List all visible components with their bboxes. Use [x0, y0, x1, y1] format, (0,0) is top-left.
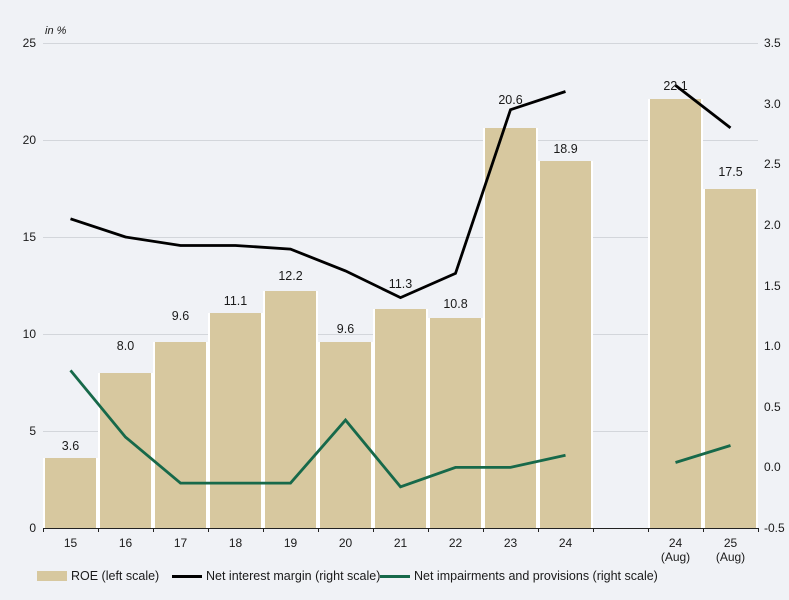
bar-value-label: 10.8	[443, 297, 468, 312]
legend-item-net-impairments: Net impairments and provisions (right sc…	[380, 567, 658, 585]
y-axis-left-label: 0	[29, 521, 36, 535]
x-axis-label-line: (Aug)	[660, 550, 691, 564]
roe-bar	[428, 318, 483, 528]
y-axis-right-label: 1.5	[764, 278, 781, 293]
plot-area: 3.6 8.0 9.6 11.1 12.2 9.6 11.3 10.8 20.6 18.9 22.1…	[43, 42, 759, 532]
bar-value-label: 11.3	[388, 276, 413, 291]
roe-bar	[373, 308, 428, 528]
bar-value-label: 17.5	[718, 164, 743, 179]
y-axis-right-label: 3.0	[764, 96, 781, 111]
x-axis-label: 19	[283, 536, 298, 550]
y-axis-right-label: -0.5	[764, 521, 785, 535]
y-axis-right-label: 2.0	[764, 217, 781, 232]
y-axis-right-label: 3.5	[764, 36, 781, 50]
x-axis-label-line: 24	[668, 536, 683, 550]
x-axis-line	[43, 528, 758, 529]
x-axis-tick	[373, 528, 374, 532]
legend-label-roe: ROE (left scale)	[71, 569, 160, 583]
gridline	[43, 236, 758, 238]
y-axis-right-label: 0.5	[764, 399, 781, 414]
x-axis-tick	[98, 528, 99, 532]
net-interest-margin-line	[70, 90, 566, 300]
x-axis-label: 25 (Aug)	[704, 536, 758, 564]
x-axis-tick	[208, 528, 209, 532]
y-axis-left-label: 5	[29, 424, 36, 438]
gridline	[43, 139, 758, 141]
bar-value-label: 9.6	[171, 308, 190, 323]
x-axis-tick	[648, 528, 649, 532]
roe-bar	[98, 372, 153, 528]
x-axis-label: 21	[393, 536, 408, 550]
roe-bar-swatch	[37, 571, 67, 581]
line-series-svg	[69, 84, 732, 489]
gridline	[43, 42, 758, 44]
x-axis-label: 22	[448, 536, 463, 550]
x-axis-tick	[263, 528, 264, 532]
bar-value-label: 20.6	[498, 93, 523, 108]
x-axis-label: 20	[338, 536, 353, 550]
net-interest-margin-line	[674, 84, 732, 130]
bar-value-label: 9.6	[336, 321, 355, 336]
roe-bar	[263, 291, 318, 528]
x-axis-tick	[318, 528, 319, 532]
bar-value-label: 18.9	[553, 142, 578, 157]
legend-label-net-interest-margin: Net interest margin (right scale)	[206, 569, 381, 583]
bar-value-label: 12.2	[278, 269, 303, 284]
x-axis-tick	[538, 528, 539, 532]
unit-label: in %	[45, 25, 67, 37]
bar-value-label: 3.6	[61, 439, 80, 454]
roe-bar	[703, 188, 758, 528]
x-axis-tick	[758, 528, 759, 532]
y-axis-right-label: 2.5	[764, 157, 781, 172]
x-axis-tick	[153, 528, 154, 532]
x-axis-tick	[428, 528, 429, 532]
y-axis-right-label: 0.0	[764, 460, 781, 475]
bar-value-label: 11.1	[223, 293, 248, 308]
x-axis-label: 24	[558, 536, 573, 550]
legend-item-roe: ROE (left scale)	[37, 567, 159, 585]
x-axis-label: 16	[118, 536, 133, 550]
x-axis-tick	[593, 528, 594, 532]
x-axis-label: 23	[503, 536, 518, 550]
roe-bar	[43, 458, 98, 528]
x-axis-label-line: (Aug)	[715, 550, 746, 564]
roe-bar	[208, 312, 263, 528]
x-axis-label: 24 (Aug)	[649, 536, 703, 564]
roe-bar	[318, 341, 373, 528]
legend-item-net-interest-margin: Net interest margin (right scale)	[172, 567, 380, 585]
net-impairments-line	[675, 444, 731, 464]
legend: ROE (left scale) Net interest margin (ri…	[0, 567, 789, 587]
y-axis-left-label: 10	[22, 327, 36, 341]
y-axis-right-label: 1.0	[764, 339, 781, 354]
x-axis-tick	[43, 528, 44, 532]
net-interest-margin-line-swatch	[172, 574, 202, 578]
x-axis-label: 15	[63, 536, 78, 550]
x-axis-label: 17	[173, 536, 188, 550]
bar-value-label: 8.0	[116, 338, 135, 353]
x-axis-label-line: 25	[723, 536, 738, 550]
x-axis-tick	[703, 528, 704, 532]
y-axis-left-label: 25	[22, 36, 36, 50]
x-axis-tick	[483, 528, 484, 532]
roe-bar	[538, 161, 593, 528]
net-impairments-line	[69, 369, 566, 489]
roe-bar	[483, 128, 538, 528]
x-axis-label: 18	[228, 536, 243, 550]
net-impairments-line-swatch	[380, 574, 410, 578]
roe-bar	[153, 341, 208, 528]
y-axis-left-label: 20	[22, 133, 36, 147]
legend-label-net-impairments: Net impairments and provisions (right sc…	[414, 569, 658, 583]
y-axis-left-label: 15	[22, 230, 36, 244]
